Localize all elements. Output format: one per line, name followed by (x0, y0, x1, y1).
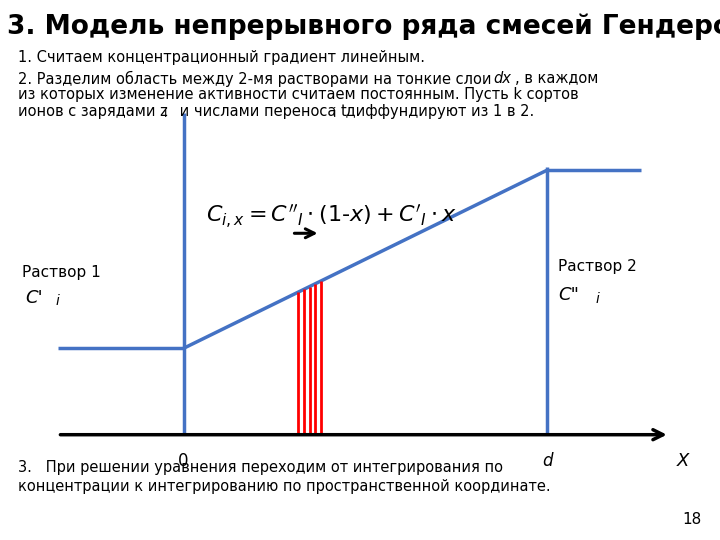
Text: X: X (676, 452, 689, 470)
Text: и числами переноса t: и числами переноса t (175, 104, 347, 119)
Text: i: i (55, 294, 59, 308)
Text: i: i (595, 292, 599, 306)
Text: 2. Разделим область между 2-мя растворами на тонкие слои: 2. Разделим область между 2-мя растворам… (18, 71, 496, 87)
Text: $C_{i,x} = C''_I \cdot (1\text{-}x) + C'_I \cdot x$: $C_{i,x} = C''_I \cdot (1\text{-}x) + C'… (206, 202, 456, 230)
Text: ионов с зарядами z: ионов с зарядами z (18, 104, 168, 119)
Text: Раствор 2: Раствор 2 (558, 259, 636, 274)
Text: , в каждом: , в каждом (515, 71, 598, 86)
Text: 1. Считаем концентрационный градиент линейным.: 1. Считаем концентрационный градиент лин… (18, 50, 425, 65)
Text: 3. Модель непрерывного ряда смесей Гендерсона: 3. Модель непрерывного ряда смесей Генде… (7, 14, 720, 40)
Text: 0: 0 (179, 452, 189, 470)
Text: d: d (542, 452, 552, 470)
Text: Раствор 1: Раствор 1 (22, 265, 100, 280)
Text: C": C" (558, 286, 579, 304)
Text: dx: dx (493, 71, 511, 86)
Text: диффундируют из 1 в 2.: диффундируют из 1 в 2. (341, 104, 534, 119)
Text: i: i (164, 107, 168, 120)
Text: 18: 18 (683, 511, 702, 526)
Text: 3.   При решении уравнения переходим от интегрирования по: 3. При решении уравнения переходим от ин… (18, 460, 503, 475)
Text: C': C' (25, 289, 42, 307)
Text: из которых изменение активности считаем постоянным. Пусть k сортов: из которых изменение активности считаем … (18, 87, 579, 103)
Text: i: i (333, 107, 337, 120)
Text: концентрации к интегрированию по пространственной координате.: концентрации к интегрированию по простра… (18, 479, 551, 494)
